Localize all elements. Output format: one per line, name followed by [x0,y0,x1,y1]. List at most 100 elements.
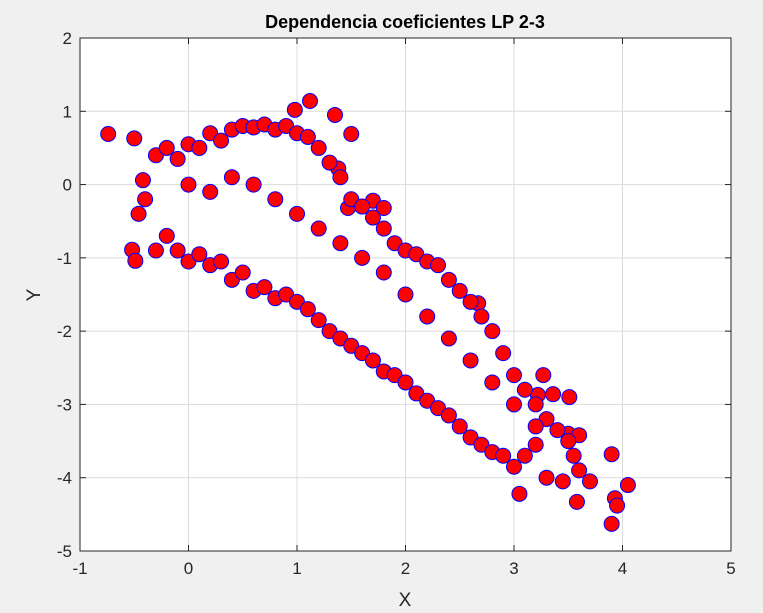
scatter-point [364,352,381,369]
scatter-point [538,469,555,486]
scatter-point [310,220,327,237]
scatter-point [506,458,522,475]
scatter-point [332,235,349,252]
scatter-point [100,126,117,143]
scatter-point [289,205,305,222]
y-tick-label: 0 [63,176,72,195]
scatter-point [549,422,566,439]
scatter-point [527,396,544,413]
scatter-point [191,139,208,156]
scatter-point [527,418,544,435]
scatter-point [568,493,585,510]
scatter-point [169,150,186,167]
scatter-point [516,447,533,464]
scatter-point [147,242,164,259]
scatter-point [343,126,360,143]
y-tick-label: 1 [63,102,72,121]
scatter-point [286,101,303,118]
x-axis-label: X [399,590,412,611]
x-tick-label: 0 [184,559,193,578]
scatter-point [223,169,240,186]
x-tick-label: 5 [726,559,735,578]
y-tick-label: -1 [57,249,72,268]
y-tick-label: 2 [63,29,72,48]
y-tick-labels: -5 -4 -3 -2 -1 0 1 2 [57,29,72,561]
scatter-point [430,257,447,274]
scatter-point [191,246,208,263]
y-tick-label: -4 [57,469,72,488]
scatter-point [127,252,144,269]
x-tick-label: -1 [72,559,87,578]
data-points [100,93,636,532]
scatter-point [603,446,620,463]
chart-title: Dependencia coeficientes LP 2-3 [265,12,545,32]
scatter-point [180,176,197,193]
scatter-point [256,279,273,296]
scatter-point [535,367,552,384]
scatter-point [565,447,582,464]
y-axis-label: Y [24,288,45,301]
scatter-point [495,345,512,362]
scatter-point [310,312,327,329]
x-tick-label: 2 [401,559,410,578]
scatter-point [440,407,457,424]
scatter-point [440,330,457,347]
scatter-point [130,205,147,222]
scatter-point [126,130,143,147]
scatter-point [506,367,522,384]
scatter-point [462,293,479,310]
scatter-point [581,473,598,490]
scatter-point [302,93,319,110]
scatter-point [245,176,262,193]
scatter-point [397,374,414,391]
y-tick-label: -5 [57,542,72,561]
scatter-point [375,264,392,281]
x-tick-label: 1 [292,559,301,578]
scatter-point [158,227,175,244]
scatter-point [213,132,230,149]
scatter-point [354,249,371,266]
scatter-point [397,286,414,303]
scatter-point [561,389,578,406]
scatter-point [310,139,327,156]
scatter-point [213,253,230,270]
scatter-point [484,374,501,391]
scatter-point [137,191,154,208]
scatter-point [554,473,571,490]
scatter-point [506,396,522,413]
scatter-point [609,497,626,514]
scatter-point [451,418,468,435]
scatter-point [516,381,533,398]
scatter-point [571,462,588,479]
scatter-point [462,352,479,369]
scatter-point [511,485,528,502]
scatter-point [158,139,175,156]
scatter-point [234,264,251,281]
scatter-point [451,282,468,299]
scatter-point [375,220,392,237]
x-tick-label: 4 [618,559,627,578]
scatter-point [299,128,316,145]
scatter-point [473,308,490,325]
scatter-point [419,308,436,325]
y-tick-label: -3 [57,395,72,414]
scatter-point [527,436,544,453]
scatter-point [484,323,501,340]
scatter-point [495,447,512,464]
scatter-point [364,209,381,226]
scatter-point [267,191,284,208]
scatter-point [545,386,562,403]
y-tick-label: -2 [57,322,72,341]
scatter-point [440,271,457,288]
scatter-point [603,515,620,532]
scatter-point [134,172,151,189]
scatter-point [375,200,392,217]
scatter-point [299,301,316,318]
tick-marks [79,37,732,552]
scatter-point [619,477,636,494]
x-tick-labels: -1 0 1 2 3 4 5 [72,559,735,578]
scatter-point [169,242,186,259]
scatter-point [326,106,343,123]
scatter-point [560,433,577,450]
